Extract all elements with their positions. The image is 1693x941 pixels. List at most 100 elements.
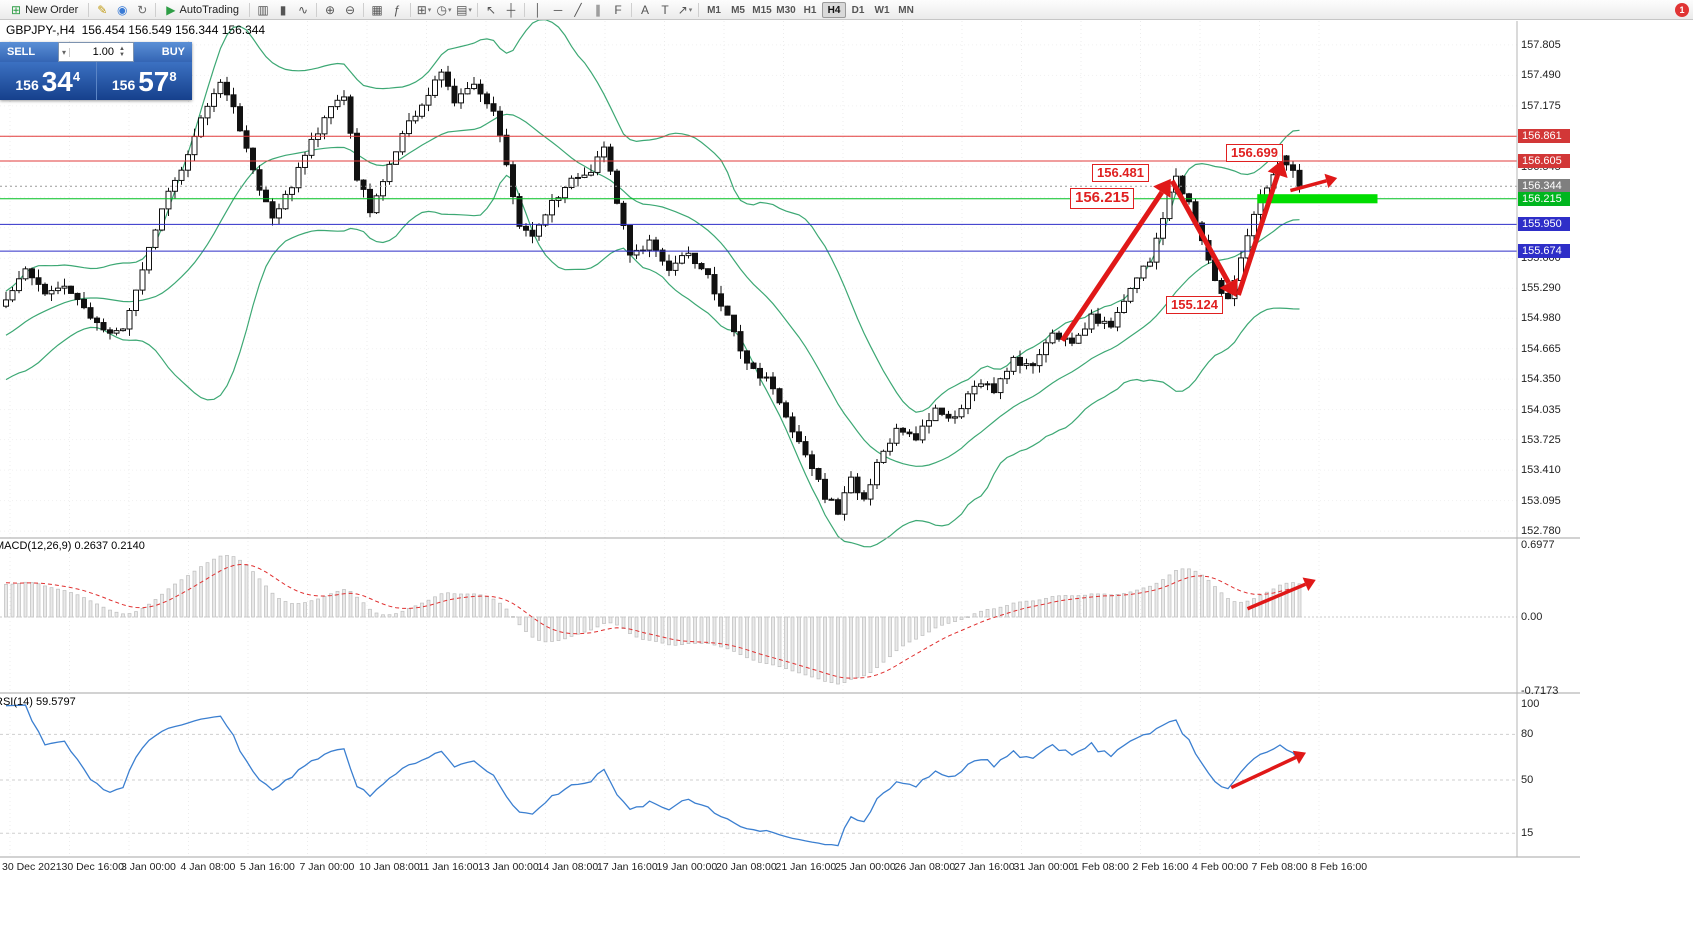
new-order-label: New Order [25, 3, 79, 16]
macd-indicator-label: MACD(12,26,9) 0.2637 0.2140 [0, 540, 145, 552]
sell-price-big-figure: 156 [15, 77, 39, 93]
refresh-button[interactable]: ↻ [132, 1, 152, 19]
arrows-button[interactable]: ↗ ▾ [675, 1, 695, 19]
tile-windows-icon: ▦ [371, 2, 383, 17]
one-click-trading-panel: SELL ▾ ▲▼ BUY 156 34 4 156 57 8 [0, 42, 192, 100]
new-chart-icon: ⊞ [416, 2, 427, 17]
timeframe-mn-button[interactable]: MN [894, 2, 918, 18]
bars-chart-button[interactable]: ▥ [253, 1, 273, 19]
volume-spinner[interactable]: ▲ ▼ [116, 46, 128, 58]
text-label-button[interactable]: T [655, 1, 675, 19]
zoom-in-button[interactable]: ⊕ [320, 1, 340, 19]
toolbar: ⊞ New Order ✎ ◉ ↻ ▶ AutoTrading ▥ ▮ ∿ ⊕ ⊖ ▦ ƒ ⊞ ▾ ◷… [0, 0, 1693, 20]
new-order-button[interactable]: ⊞ New Order [4, 1, 85, 19]
volume-input[interactable] [70, 46, 117, 58]
trendline-button[interactable]: ╱ [568, 1, 588, 19]
timeframe-m30-button[interactable]: M30 [774, 2, 798, 18]
sell-button[interactable]: SELL [0, 42, 58, 62]
toolbar-separator [524, 2, 526, 17]
price-annotation-label[interactable]: 155.124 [1166, 296, 1223, 315]
templates-icon: ▤ [456, 2, 468, 17]
metaeditor-button[interactable]: ✎ [92, 1, 112, 19]
sell-price[interactable]: 156 34 4 [0, 62, 96, 100]
trendline-icon: ╱ [574, 2, 582, 17]
price-annotation-label[interactable]: 156.481 [1092, 164, 1149, 183]
profiles-button[interactable]: ◷ ▾ [434, 1, 454, 19]
crosshair-icon: ┼ [506, 2, 516, 17]
price-level-badge[interactable]: 156.344 [1518, 179, 1570, 194]
profiles-icon: ◷ [436, 2, 447, 17]
channel-button[interactable]: ∥ [588, 1, 608, 19]
indicators-button[interactable]: ƒ [387, 1, 407, 19]
community-icon: ◉ [117, 2, 128, 17]
price-annotation-label[interactable]: 156.699 [1226, 144, 1283, 163]
volume-up-icon[interactable]: ▲ [119, 46, 125, 52]
chevron-down-icon[interactable]: ▾ [448, 6, 452, 14]
buy-price-pips: 57 [138, 66, 170, 98]
autotrading-label: AutoTrading [179, 3, 240, 16]
buy-price-big-figure: 156 [111, 77, 136, 93]
rsi-indicator-label: RSI(14) 59.5797 [0, 696, 76, 708]
horizontal-line-button[interactable]: ─ [548, 1, 568, 19]
buy-button[interactable]: BUY [134, 42, 192, 62]
timeframe-h4-button[interactable]: H4 [822, 1, 847, 18]
sell-price-fraction: 4 [72, 69, 81, 84]
buy-price-fraction: 8 [169, 69, 177, 84]
sell-price-pips: 34 [41, 66, 73, 98]
volume-dropdown-icon[interactable]: ▾ [59, 47, 71, 57]
timeframe-m1-button[interactable]: M1 [702, 2, 726, 18]
new-chart-button[interactable]: ⊞ ▾ [414, 1, 434, 19]
vertical-line-icon: │ [534, 2, 542, 17]
fibonacci-icon: F [614, 2, 622, 17]
line-chart-icon: ∿ [297, 2, 309, 17]
volume-control[interactable]: ▾ ▲▼ [58, 42, 134, 62]
zoom-out-button[interactable]: ⊖ [340, 1, 360, 19]
new-order-icon: ⊞ [11, 2, 22, 17]
toolbar-separator [155, 2, 157, 17]
channel-icon: ∥ [595, 2, 602, 17]
tile-windows-button[interactable]: ▦ [367, 1, 387, 19]
buy-price[interactable]: 156 57 8 [95, 62, 192, 100]
timeframe-w1-button[interactable]: W1 [870, 2, 894, 18]
timeframe-m5-button[interactable]: M5 [726, 2, 750, 18]
toolbar-separator [88, 2, 90, 17]
price-level-badge[interactable]: 155.674 [1518, 244, 1570, 259]
crosshair-button[interactable]: ┼ [501, 1, 521, 19]
toolbar-separator [363, 2, 365, 17]
chevron-down-icon[interactable]: ▾ [427, 6, 432, 14]
arrows-icon: ↗ [677, 2, 688, 17]
zoom-out-icon: ⊖ [344, 2, 356, 17]
fibonacci-button[interactable]: F [608, 1, 628, 19]
text-icon: A [641, 2, 650, 17]
price-level-badge[interactable]: 156.861 [1518, 129, 1570, 144]
chevron-down-icon[interactable]: ▾ [688, 6, 693, 14]
timeframe-h1-button[interactable]: H1 [798, 2, 822, 18]
price-annotation-label[interactable]: 156.215 [1070, 188, 1135, 209]
autotrading-button[interactable]: ▶ AutoTrading [159, 1, 246, 19]
price-level-badge[interactable]: 156.605 [1518, 154, 1570, 169]
chevron-down-icon[interactable]: ▾ [468, 6, 472, 14]
volume-down-icon[interactable]: ▼ [119, 52, 125, 58]
autotrading-play-icon: ▶ [166, 2, 176, 17]
toolbar-separator [631, 2, 633, 17]
notification-icon[interactable]: 1 [1675, 2, 1689, 17]
templates-button[interactable]: ▤ ▾ [454, 1, 474, 19]
price-level-badge[interactable]: 156.215 [1518, 191, 1570, 206]
price-level-badge[interactable]: 155.950 [1518, 217, 1570, 232]
vertical-line-button[interactable]: │ [528, 1, 548, 19]
candlestick-chart-button[interactable]: ▮ [273, 1, 293, 19]
community-button[interactable]: ◉ [112, 1, 132, 19]
toolbar-separator [249, 2, 251, 17]
cursor-icon: ↖ [485, 2, 497, 17]
chart-ohlc-header: GBPJPY-,H4 156.454 156.549 156.344 156.3… [6, 23, 266, 37]
timeframe-m15-button[interactable]: M15 [750, 2, 774, 18]
text-label-icon: T [661, 2, 669, 17]
line-chart-button[interactable]: ∿ [293, 1, 313, 19]
text-button[interactable]: A [635, 1, 655, 19]
candlestick-chart-icon: ▮ [279, 2, 287, 17]
cursor-button[interactable]: ↖ [481, 1, 501, 19]
timeframe-d1-button[interactable]: D1 [846, 2, 870, 18]
